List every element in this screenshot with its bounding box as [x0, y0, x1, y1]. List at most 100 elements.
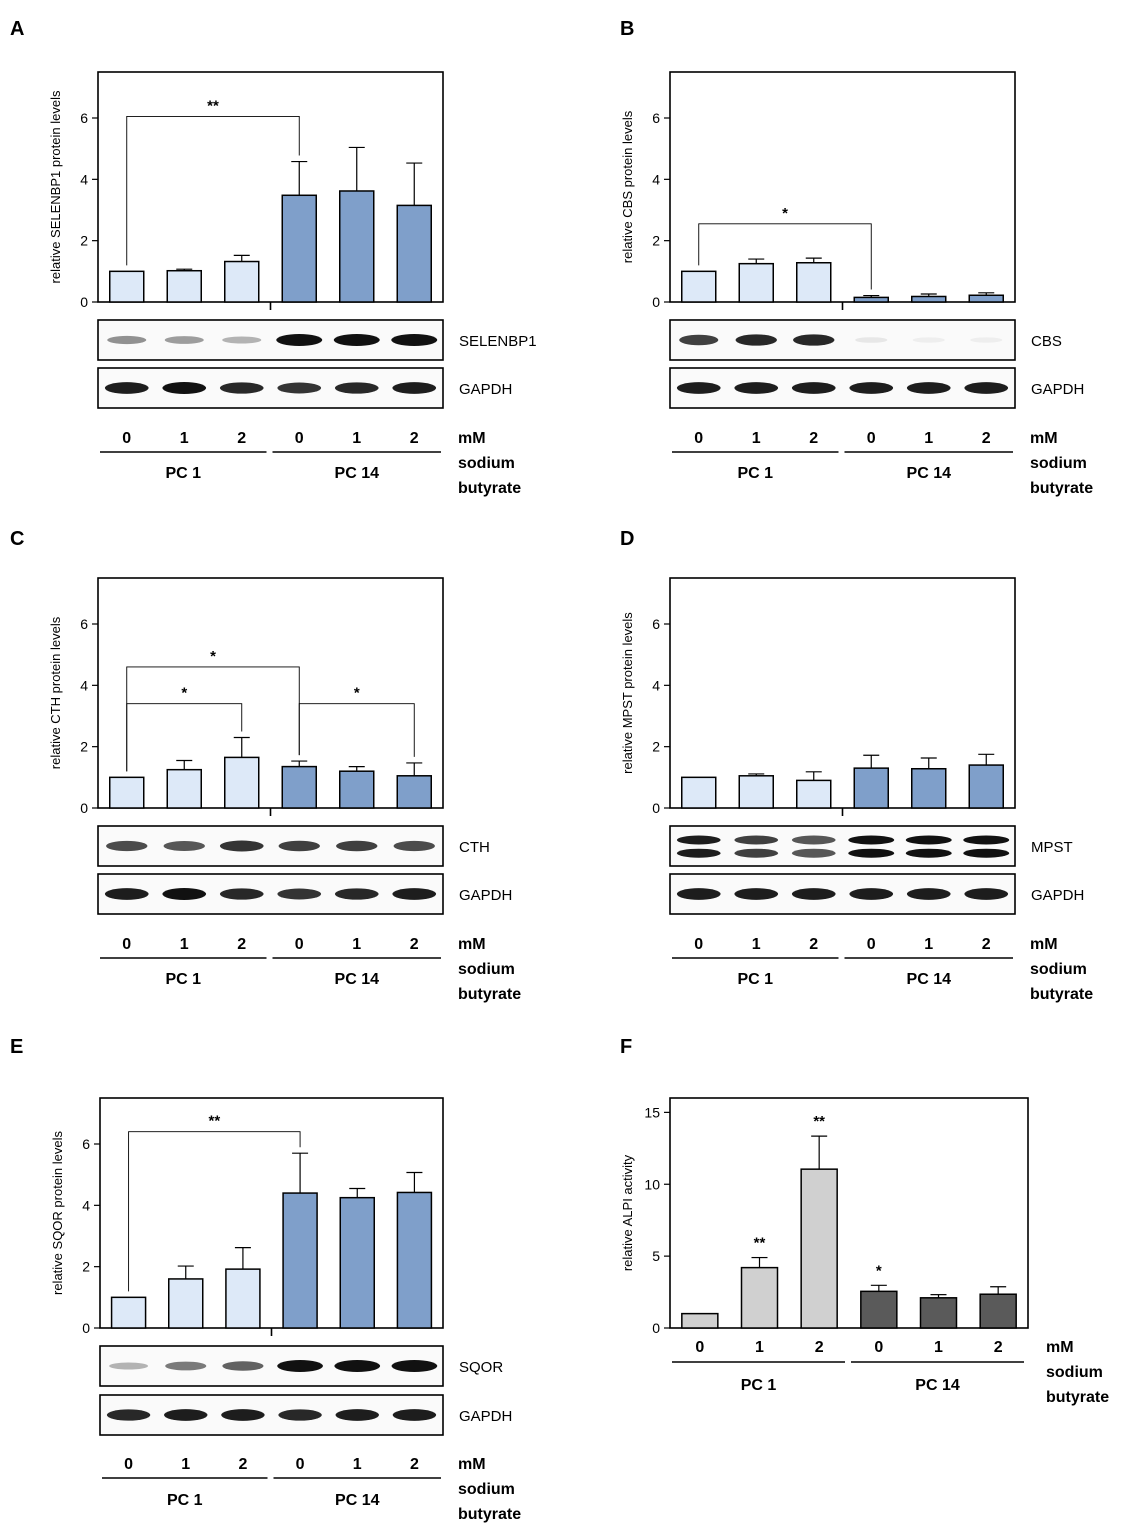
- blot-band: [676, 888, 721, 900]
- unit-label: butyrate: [1046, 1389, 1109, 1406]
- group-label: PC 1: [165, 465, 201, 482]
- blot-label: SQOR: [459, 1359, 503, 1376]
- lane-label: 0: [295, 430, 304, 447]
- y-tick-label: 0: [80, 294, 88, 310]
- y-axis-label: relative SELENBP1 protein levels: [48, 90, 63, 283]
- bar: [853, 767, 889, 809]
- lane-label: 2: [815, 1339, 824, 1356]
- blot-frame: [99, 1394, 444, 1436]
- blot-strip: [669, 319, 1016, 361]
- blot-frame: [669, 319, 1016, 361]
- panel-letter: A: [10, 18, 24, 40]
- bar: [282, 1192, 318, 1329]
- group-label: PC 14: [335, 1492, 380, 1509]
- group-label: PC 1: [741, 1377, 777, 1394]
- lane-label: 2: [994, 1339, 1003, 1356]
- bar: [224, 260, 260, 303]
- blot-band: [964, 888, 1009, 900]
- lane-label: 0: [124, 1456, 133, 1473]
- y-tick-label: 4: [652, 677, 660, 693]
- y-axis-label: relative SQOR protein levels: [50, 1130, 65, 1295]
- significance-bracket: [128, 1131, 301, 1292]
- lane-label: 2: [410, 430, 419, 447]
- blot-band: [277, 382, 322, 394]
- bar: [911, 767, 947, 809]
- lane-label: 2: [410, 1456, 419, 1473]
- blot-band: [106, 1409, 151, 1421]
- blot-band: [791, 835, 836, 845]
- significance-bracket: [126, 666, 300, 772]
- blot-label: GAPDH: [1031, 887, 1084, 904]
- group-label: PC 14: [907, 465, 952, 482]
- lane-label: 0: [296, 1456, 305, 1473]
- y-tick-label: 5: [652, 1248, 660, 1264]
- bar: [796, 261, 832, 303]
- blot-frame: [97, 367, 444, 409]
- bar: [225, 1268, 261, 1329]
- plot-frame: [97, 71, 444, 303]
- plot-frame: [669, 577, 1016, 809]
- blot-strip: [97, 825, 444, 867]
- blot-band: [855, 337, 888, 343]
- blot-band: [277, 1360, 323, 1372]
- bar: [740, 1266, 779, 1329]
- blot-band: [791, 382, 836, 394]
- blot-frame: [97, 319, 444, 361]
- bar: [681, 1312, 719, 1329]
- lane-label: 1: [924, 430, 933, 447]
- y-tick-label: 4: [80, 171, 88, 187]
- blot-band: [104, 888, 149, 900]
- lane-label: 2: [238, 1456, 247, 1473]
- lane-label: 1: [752, 936, 761, 953]
- plot-frame: [669, 1097, 1029, 1329]
- y-tick-label: 2: [80, 233, 88, 249]
- bar: [109, 270, 145, 303]
- group-label: PC 1: [165, 971, 201, 988]
- lane-label: 1: [752, 430, 761, 447]
- y-tick-label: 0: [80, 800, 88, 816]
- y-axis-label: relative MPST protein levels: [620, 612, 635, 774]
- blot-band: [104, 382, 149, 394]
- blot-band: [391, 1360, 438, 1372]
- y-tick-label: 15: [644, 1104, 660, 1120]
- blot-band: [734, 835, 779, 845]
- unit-label: sodium: [458, 455, 515, 472]
- bar: [281, 194, 317, 303]
- blot-band: [676, 835, 721, 845]
- blot-frame: [669, 825, 1016, 867]
- unit-label: sodium: [1030, 455, 1087, 472]
- blot-band: [276, 334, 323, 346]
- blot-band: [392, 1409, 437, 1421]
- lane-label: 0: [122, 936, 131, 953]
- blot-band: [735, 334, 777, 346]
- blot-frame: [669, 367, 1016, 409]
- blot-band: [676, 382, 721, 394]
- lane-label: 0: [695, 1339, 704, 1356]
- significance-bracket: [126, 116, 300, 266]
- blot-band: [109, 1362, 149, 1370]
- y-tick-label: 6: [80, 110, 88, 126]
- blot-band: [963, 835, 1010, 845]
- significance-bracket: [126, 703, 243, 772]
- unit-label: mM: [1046, 1339, 1074, 1356]
- blot-band: [791, 888, 836, 900]
- blot-frame: [669, 873, 1016, 915]
- bar: [281, 765, 317, 809]
- blot-band: [848, 848, 895, 858]
- bar: [396, 1191, 433, 1329]
- panel-a: A 0 2 4 6 relative SELENBP1 protein levels ** S…: [10, 18, 537, 497]
- unit-label: sodium: [458, 961, 515, 978]
- bar: [968, 294, 1004, 303]
- significance-label: **: [208, 1113, 220, 1130]
- blot-band: [278, 840, 320, 852]
- blot-band: [334, 1360, 381, 1372]
- unit-label: butyrate: [1030, 480, 1093, 497]
- bar-significance: **: [754, 1235, 766, 1252]
- significance-label: *: [354, 685, 360, 702]
- lane-label: 0: [694, 936, 703, 953]
- y-tick-label: 10: [644, 1176, 660, 1192]
- bar: [166, 768, 202, 809]
- plot-frame: [669, 71, 1016, 303]
- blot-band: [222, 336, 262, 344]
